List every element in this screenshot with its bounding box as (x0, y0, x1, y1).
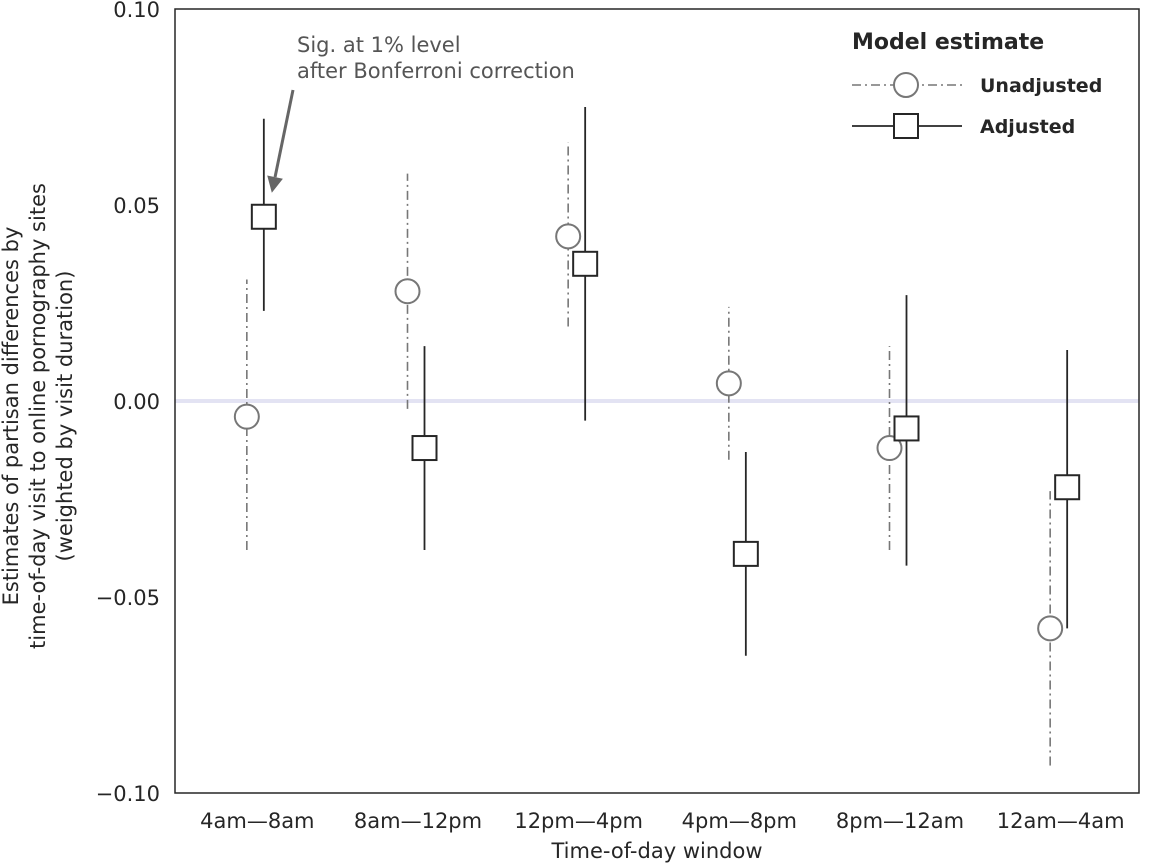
x-axis-title: Time-of-day window (550, 839, 762, 863)
data-point (555, 223, 582, 250)
legend-unadjusted-marker (893, 72, 919, 98)
legend-adjusted-marker (893, 113, 919, 139)
data-point (876, 435, 903, 462)
y-tick-label: −0.10 (96, 782, 160, 806)
x-tick-label: 8pm—12am (836, 809, 964, 833)
annotation-arrow (273, 89, 295, 178)
annotation-arrow-head (267, 175, 283, 193)
data-point (715, 370, 742, 397)
y-tick-label: −0.05 (96, 586, 160, 610)
data-point (1054, 474, 1081, 501)
y-tick-label: 0.10 (113, 0, 160, 22)
legend: Model estimate Unadjusted Adjusted (852, 30, 1102, 139)
legend-unadjusted-label: Unadjusted (980, 75, 1102, 97)
y-axis-title-line-3: (weighted by visit duration) (53, 271, 77, 562)
plot-frame (174, 8, 1140, 794)
data-point (411, 435, 438, 462)
x-tick-label: 12am—4am (997, 809, 1125, 833)
y-axis-title-line-1: Estimates of partisan differences by (0, 227, 23, 606)
legend-adjusted-label: Adjusted (980, 116, 1075, 138)
x-tick-label: 4pm—8pm (682, 809, 797, 833)
significance-annotation: Sig. at 1% level after Bonferroni correc… (267, 33, 575, 193)
x-tick-label: 4am—8am (200, 809, 314, 833)
x-tick-label: 8am—12pm (354, 809, 482, 833)
data-point (233, 403, 260, 430)
y-axis-title: Estimates of partisan differences by tim… (0, 183, 77, 649)
y-axis-title-line-2: time-of-day visit to online pornography … (26, 183, 50, 649)
x-axis: 4am—8am 8am—12pm 12pm—4pm 4pm—8pm 8pm—12am 12… (200, 809, 1124, 833)
annotation-line-2: after Bonferroni correction (297, 59, 575, 83)
y-axis: −0.10 −0.05 0.00 0.05 0.10 (96, 0, 160, 806)
y-tick-label: 0.00 (113, 390, 160, 414)
legend-title: Model estimate (852, 30, 1044, 55)
data-point (572, 250, 599, 277)
data-point (250, 203, 277, 230)
data-point (394, 278, 421, 305)
series-unadjusted (233, 142, 1064, 766)
annotation-line-1: Sig. at 1% level (297, 33, 461, 57)
series-layer (233, 107, 1081, 766)
y-tick-label: 0.05 (113, 194, 160, 218)
series-adjusted (250, 107, 1081, 656)
data-point (732, 540, 759, 567)
data-point (893, 415, 920, 442)
x-tick-label: 12pm—4pm (514, 809, 643, 833)
data-point (1037, 615, 1064, 642)
